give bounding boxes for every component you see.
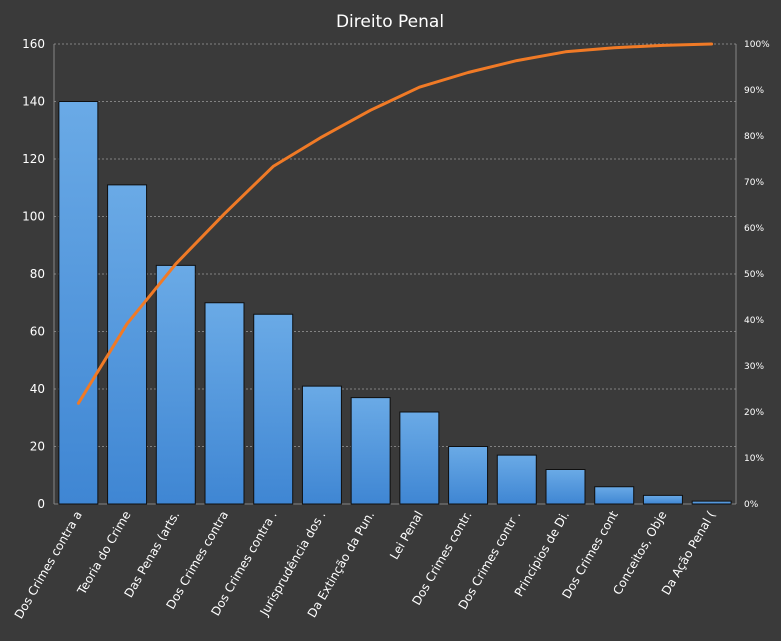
y-right-tick-label: 30% [744, 362, 764, 372]
bar [594, 486, 635, 505]
bar [691, 500, 732, 505]
bar [448, 446, 489, 505]
bar [545, 469, 586, 505]
cumulative-line-series [76, 42, 714, 405]
bar-series [58, 101, 732, 505]
y-right-tick-label: 20% [744, 408, 764, 418]
y-left-tick-label: 120 [22, 152, 45, 166]
bar [642, 494, 683, 505]
bar [399, 411, 440, 505]
bar [253, 313, 294, 505]
y-right-tick-label: 40% [744, 316, 764, 326]
y-left-tick-label: 60 [30, 325, 45, 339]
y-right-tick-label: 10% [744, 454, 764, 464]
y-left-tick-label: 40 [30, 382, 45, 396]
y-right-tick-label: 0% [744, 500, 759, 510]
bar [204, 302, 245, 505]
bar [58, 101, 99, 505]
y-left-tick-label: 0 [37, 497, 45, 511]
y-right-tick-label: 60% [744, 224, 764, 234]
y-right-tick-label: 100% [744, 40, 770, 50]
bar [350, 397, 391, 505]
y-left-tick-label: 140 [22, 95, 45, 109]
bar [155, 264, 196, 505]
y-right-tick-label: 70% [744, 178, 764, 188]
y-axis-right: 0% 10% 20% 30% 40% 50% 60% 70% 80% 90% 100% [744, 40, 770, 510]
y-right-tick-label: 80% [744, 132, 764, 142]
bar [301, 385, 342, 505]
y-left-tick-label: 160 [22, 37, 45, 51]
y-left-tick-label: 20 [30, 440, 45, 454]
y-left-tick-label: 80 [30, 267, 45, 281]
chart-title: Direito Penal [336, 12, 444, 32]
bar [496, 454, 537, 505]
cumulative-line [76, 42, 714, 405]
y-right-tick-label: 50% [744, 270, 764, 280]
y-axis-left: 0 20 40 60 80 100 120 140 160 [22, 37, 45, 511]
y-left-tick-label: 100 [22, 210, 45, 224]
y-right-tick-label: 90% [744, 86, 764, 96]
